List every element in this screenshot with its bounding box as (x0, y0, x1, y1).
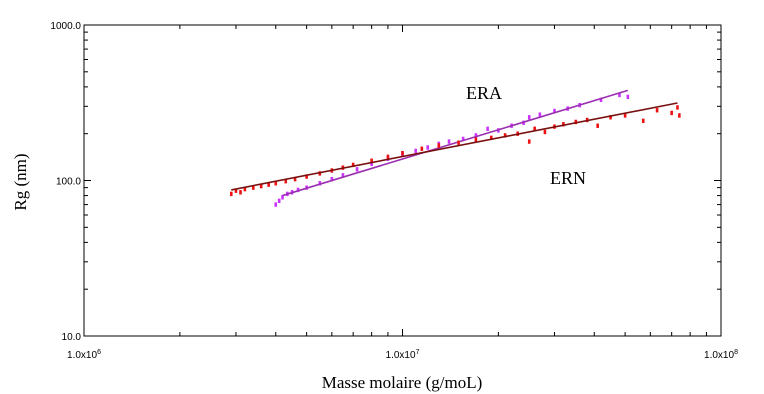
fit-line-era (282, 89, 629, 197)
series-ern (229, 102, 681, 197)
data-point (489, 135, 493, 141)
data-point (574, 119, 578, 125)
data-point (305, 174, 308, 179)
data-point (243, 186, 247, 192)
y-tick-label: 1000.0 (50, 21, 81, 32)
data-point (533, 126, 536, 132)
x-tick-label: 1.0x108 (704, 349, 738, 361)
data-point (447, 139, 451, 144)
data-point (678, 113, 681, 118)
data-point (457, 140, 460, 145)
data-point (234, 188, 238, 193)
series-group (229, 89, 681, 207)
data-point (293, 176, 297, 182)
data-point (351, 162, 355, 168)
data-point (420, 146, 424, 151)
data-point (386, 154, 390, 160)
data-point (623, 113, 627, 118)
data-point (655, 108, 659, 113)
y-tick-labels: 10.0 100.0 1000.0 (50, 21, 81, 343)
data-point (676, 105, 679, 110)
data-point (229, 191, 233, 197)
data-point (670, 110, 673, 116)
x-axis-title: Masse molaire (g/moL) (322, 373, 483, 392)
data-point (414, 148, 417, 154)
data-point (437, 143, 441, 148)
data-point (355, 167, 359, 172)
data-point (609, 115, 612, 120)
data-point (281, 195, 284, 200)
axis-ticks (83, 25, 721, 337)
data-point (641, 118, 645, 124)
data-point (538, 112, 542, 117)
data-point (461, 136, 465, 142)
data-point (277, 198, 281, 204)
data-point (474, 137, 478, 142)
data-point (259, 183, 263, 189)
data-point (596, 123, 599, 128)
data-point (503, 133, 507, 138)
data-point (330, 176, 334, 182)
data-point (296, 187, 300, 193)
series-label-era: ERA (466, 83, 502, 103)
data-point (251, 185, 255, 190)
y-axis-title: Rg (nm) (11, 153, 30, 210)
x-tick-label: 1.0x107 (386, 349, 420, 361)
series-label-ern: ERN (550, 168, 586, 188)
x-tick-labels: 1.0x106 1.0x107 1.0x108 (67, 349, 738, 361)
data-point (239, 190, 242, 195)
data-point (267, 182, 270, 187)
y-tick-label: 100.0 (56, 177, 81, 188)
data-point (274, 181, 278, 186)
plot-area (83, 24, 722, 337)
data-point (341, 173, 345, 178)
data-point (562, 122, 565, 127)
data-point (486, 126, 489, 132)
data-point (527, 115, 531, 120)
data-point (401, 150, 404, 156)
y-tick-label: 10.0 (62, 332, 82, 343)
data-point (274, 202, 278, 207)
data-point (527, 139, 531, 144)
fit-line-ern (231, 102, 678, 191)
data-point (284, 178, 288, 184)
data-point (370, 158, 373, 163)
data-point (618, 92, 621, 98)
data-point (599, 97, 603, 103)
x-tick-label: 1.0x106 (67, 349, 101, 361)
series-era (274, 89, 630, 207)
data-point (543, 129, 547, 135)
data-point (626, 94, 630, 100)
data-point (426, 145, 430, 150)
data-point (474, 133, 478, 138)
data-point (553, 108, 556, 114)
data-point (370, 161, 373, 167)
data-point (318, 181, 322, 186)
